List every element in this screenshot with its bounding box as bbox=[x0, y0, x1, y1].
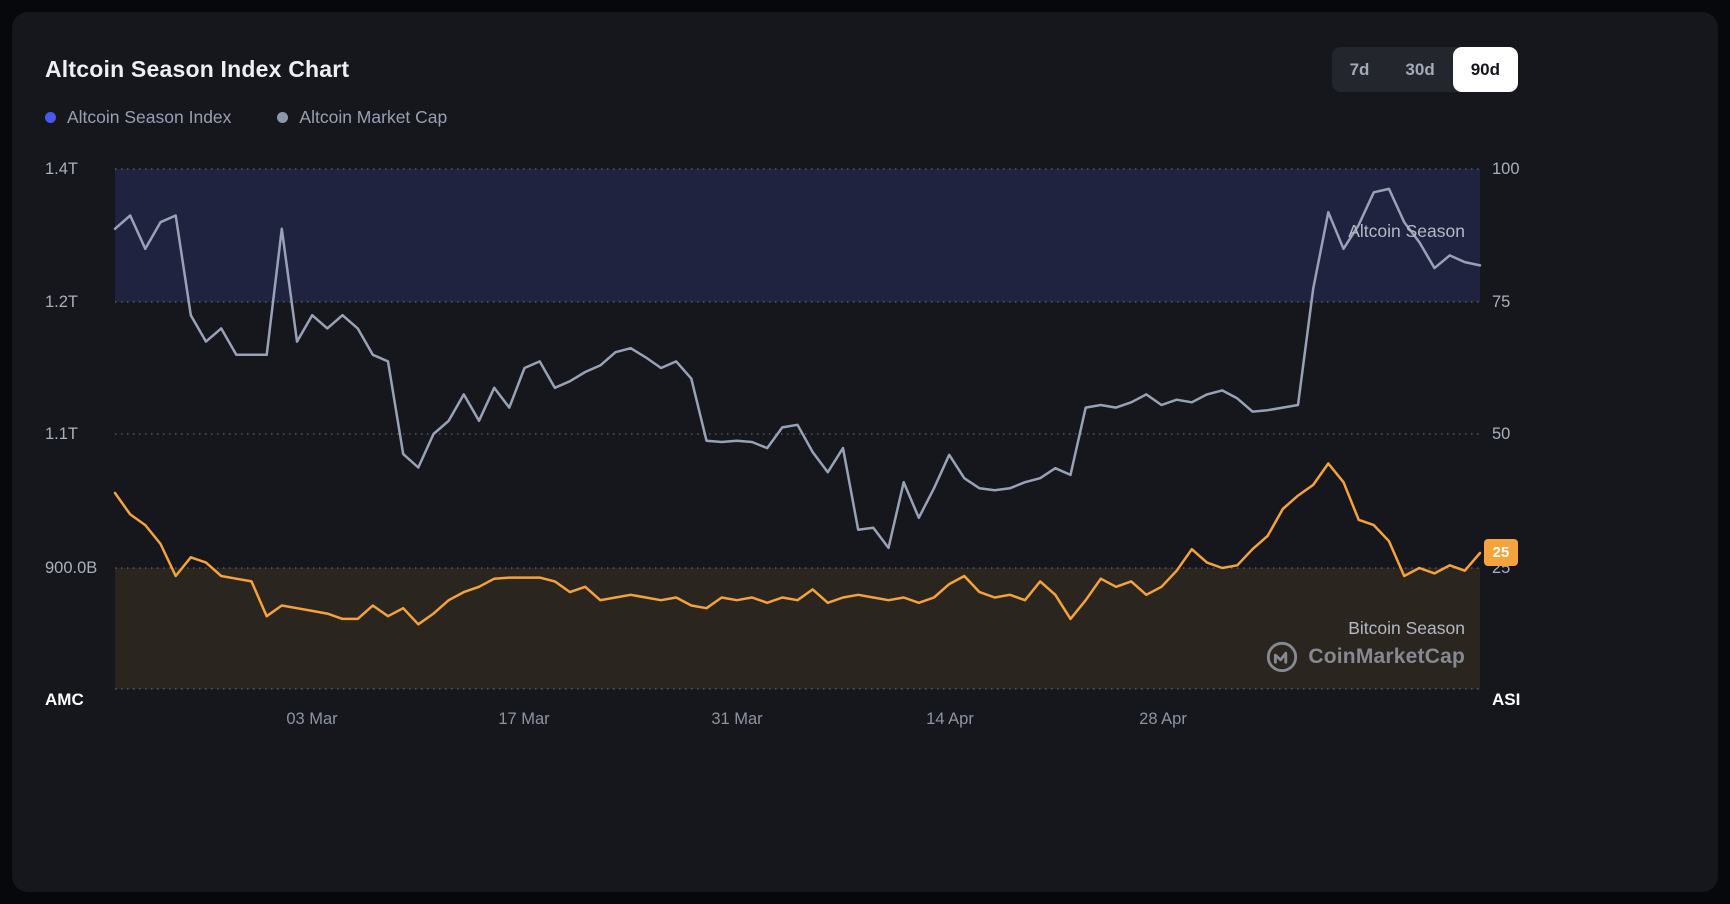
range-option-30d[interactable]: 30d bbox=[1387, 47, 1452, 92]
x-axis-tick: 17 Mar bbox=[498, 710, 550, 728]
right-axis-title: ASI bbox=[1492, 690, 1521, 709]
x-axis-tick: 03 Mar bbox=[286, 710, 338, 728]
legend-dot-blue-icon bbox=[45, 111, 56, 123]
coinmarketcap-logo-icon bbox=[1265, 640, 1299, 674]
range-option-7d[interactable]: 7d bbox=[1332, 47, 1388, 92]
chart-legend: Altcoin Season Index Altcoin Market Cap bbox=[45, 107, 447, 127]
x-axis-tick: 28 Apr bbox=[1139, 710, 1187, 728]
right-axis-label: 50 bbox=[1492, 425, 1511, 443]
left-axis-title: AMC bbox=[45, 690, 84, 709]
left-axis-label: 1.4T bbox=[45, 160, 79, 178]
legend-label: Altcoin Market Cap bbox=[299, 107, 448, 127]
left-axis-label: 1.2T bbox=[45, 293, 79, 311]
legend-dot-gray-icon bbox=[277, 111, 289, 123]
altcoin-season-band-label: Altcoin Season bbox=[1348, 221, 1465, 241]
left-axis-label: 900.0B bbox=[45, 559, 98, 577]
left-axis-label: 1.1T bbox=[45, 425, 79, 443]
right-axis-label: 100 bbox=[1492, 160, 1520, 178]
x-axis-tick: 31 Mar bbox=[711, 710, 763, 728]
legend-item-altcoin-market-cap[interactable]: Altcoin Market Cap bbox=[277, 107, 447, 127]
chart-card: Altcoin Season Index Chart 7d 30d 90d Al… bbox=[12, 12, 1718, 892]
range-option-90d[interactable]: 90d bbox=[1452, 47, 1518, 92]
bitcoin-season-band-label: Bitcoin Season bbox=[1348, 618, 1465, 638]
legend-item-altcoin-season-index[interactable]: Altcoin Season Index bbox=[45, 107, 231, 127]
right-axis-label: 75 bbox=[1492, 293, 1511, 311]
coinmarketcap-watermark: CoinMarketCap bbox=[1265, 640, 1465, 674]
coinmarketcap-wordmark: CoinMarketCap bbox=[1308, 645, 1465, 668]
range-selector: 7d 30d 90d bbox=[1331, 47, 1518, 92]
x-axis-tick: 14 Apr bbox=[926, 710, 974, 728]
chart-title: Altcoin Season Index Chart bbox=[45, 56, 350, 82]
legend-label: Altcoin Season Index bbox=[67, 107, 232, 127]
chart-plot[interactable] bbox=[113, 168, 1482, 690]
current-value-badge: 25 bbox=[1484, 539, 1518, 566]
